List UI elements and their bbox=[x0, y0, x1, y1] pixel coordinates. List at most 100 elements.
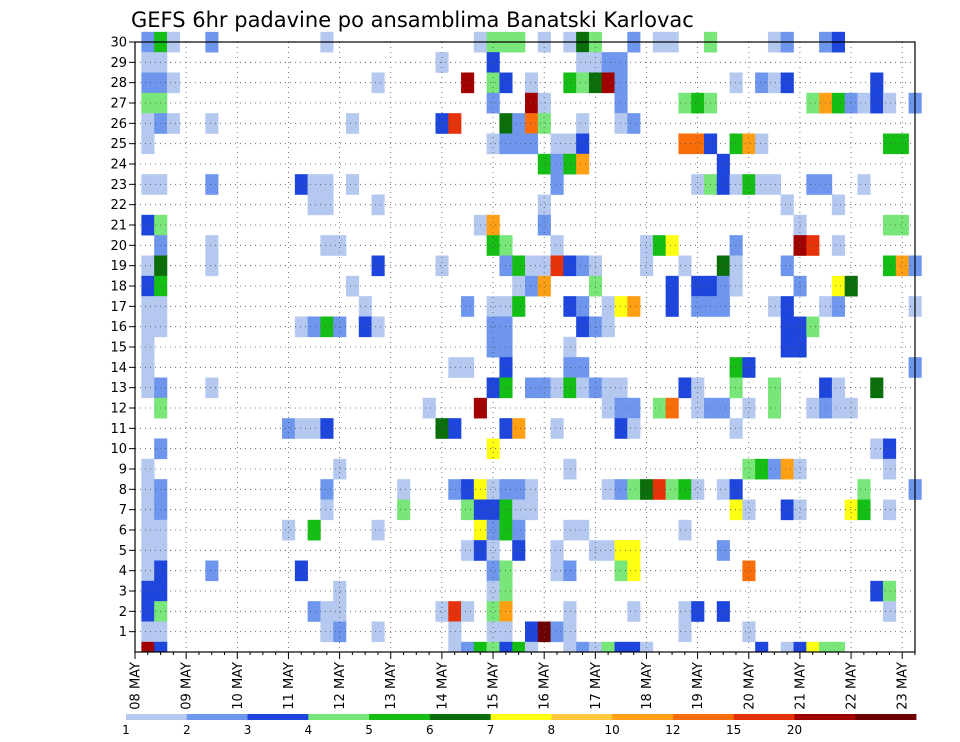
heatmap-cell bbox=[141, 52, 155, 73]
heatmap-cell bbox=[716, 275, 730, 297]
heatmap-cell bbox=[678, 133, 692, 155]
y-tick-label: 25 bbox=[110, 137, 127, 152]
heatmap-cell bbox=[614, 560, 628, 582]
heatmap-cell bbox=[525, 92, 539, 114]
legend-label: 10 bbox=[605, 723, 620, 737]
heatmap-cell bbox=[307, 194, 321, 216]
heatmap-cell bbox=[563, 641, 577, 653]
heatmap-cell bbox=[320, 479, 334, 500]
legend-swatch bbox=[551, 714, 613, 720]
y-tick-label: 9 bbox=[119, 463, 127, 478]
heatmap-cell bbox=[691, 397, 705, 419]
legend-label: 6 bbox=[426, 723, 434, 737]
color-legend: 1 2 3 4 5 6 7 8 10 12 15 20 bbox=[122, 714, 917, 737]
heatmap-cell bbox=[729, 377, 743, 399]
heatmap-cell bbox=[742, 458, 756, 480]
heatmap-cell bbox=[205, 113, 219, 134]
heatmap-cell bbox=[870, 72, 884, 94]
y-tick-label: 5 bbox=[119, 544, 127, 559]
heatmap-cell bbox=[857, 499, 871, 521]
heatmap-cell bbox=[563, 153, 577, 175]
heatmap-cell bbox=[716, 255, 730, 277]
heatmap-cell bbox=[550, 560, 564, 582]
heatmap-cell bbox=[486, 235, 500, 256]
heatmap-cell bbox=[780, 316, 794, 338]
heatmap-cell bbox=[294, 316, 308, 338]
heatmap-cell bbox=[755, 133, 769, 155]
heatmap-cell bbox=[614, 52, 628, 73]
heatmap-cell bbox=[141, 214, 155, 236]
heatmap-cell bbox=[320, 194, 334, 216]
heatmap-cell bbox=[806, 641, 820, 653]
heatmap-cell bbox=[550, 235, 564, 256]
heatmap-cell bbox=[435, 418, 449, 439]
heatmap-cell bbox=[550, 621, 564, 643]
heatmap-cell bbox=[512, 479, 526, 500]
heatmap-cell bbox=[716, 397, 730, 419]
heatmap-cell bbox=[716, 540, 730, 561]
x-tick-label: 10 MAY bbox=[231, 662, 246, 710]
heatmap-cell bbox=[486, 479, 500, 500]
heatmap-cell bbox=[627, 296, 641, 317]
heatmap-cell bbox=[563, 336, 577, 358]
heatmap-cell bbox=[678, 92, 692, 114]
heatmap-cell bbox=[640, 255, 654, 277]
heatmap-cell bbox=[563, 377, 577, 399]
legend-swatch bbox=[186, 714, 248, 720]
heatmap-cell bbox=[895, 214, 909, 236]
heatmap-cell bbox=[576, 255, 590, 277]
x-tick-label: 14 MAY bbox=[435, 662, 450, 710]
heatmap-cell bbox=[806, 316, 820, 338]
y-tick-label: 15 bbox=[110, 341, 127, 356]
heatmap-cell bbox=[141, 621, 155, 643]
heatmap-cell bbox=[742, 133, 756, 155]
heatmap-cell bbox=[205, 560, 219, 582]
heatmap-cell bbox=[435, 113, 449, 134]
heatmap-cell bbox=[883, 601, 897, 622]
heatmap-cell bbox=[512, 540, 526, 561]
y-tick-label: 11 bbox=[110, 422, 127, 437]
heatmap-cell bbox=[486, 296, 500, 317]
heatmap-cell bbox=[742, 397, 756, 419]
heatmap-cell bbox=[691, 601, 705, 622]
heatmap-cell bbox=[716, 479, 730, 500]
heatmap-cell bbox=[525, 479, 539, 500]
heatmap-cell bbox=[883, 133, 897, 155]
heatmap-cell bbox=[141, 540, 155, 561]
heatmap-cell bbox=[512, 641, 526, 653]
y-tick-label: 6 bbox=[119, 524, 127, 539]
heatmap-cell bbox=[461, 540, 475, 561]
heatmap-cell bbox=[141, 336, 155, 358]
heatmap-cell bbox=[576, 113, 590, 134]
heatmap-cell bbox=[141, 560, 155, 582]
heatmap-cell bbox=[614, 418, 628, 439]
y-tick-label: 26 bbox=[110, 117, 127, 132]
heatmap-cell bbox=[345, 174, 360, 195]
heatmap-cell bbox=[883, 580, 897, 602]
heatmap-cell bbox=[512, 275, 526, 297]
heatmap-cell bbox=[767, 397, 782, 419]
x-tick-label: 13 MAY bbox=[384, 662, 399, 710]
heatmap-cell bbox=[154, 641, 168, 653]
heatmap-cell bbox=[767, 377, 782, 399]
heatmap-cell bbox=[767, 458, 782, 480]
heatmap-cell bbox=[742, 560, 756, 582]
heatmap-cell bbox=[141, 458, 155, 480]
heatmap-cell bbox=[563, 296, 577, 317]
heatmap-cell bbox=[397, 479, 411, 500]
heatmap-cell bbox=[742, 499, 756, 521]
heatmap-cell bbox=[614, 377, 628, 399]
heatmap-cell bbox=[141, 255, 155, 277]
heatmap-cell bbox=[525, 275, 539, 297]
legend-swatch bbox=[612, 714, 674, 720]
heatmap-cell bbox=[601, 72, 615, 94]
legend-label: 7 bbox=[487, 723, 495, 737]
heatmap-cell bbox=[333, 235, 347, 256]
heatmap-cell bbox=[614, 92, 628, 114]
heatmap-cell bbox=[691, 174, 705, 195]
legend-label: 3 bbox=[244, 723, 252, 737]
heatmap-cell bbox=[601, 296, 615, 317]
heatmap-cell bbox=[755, 72, 769, 94]
heatmap-cell bbox=[844, 397, 858, 419]
